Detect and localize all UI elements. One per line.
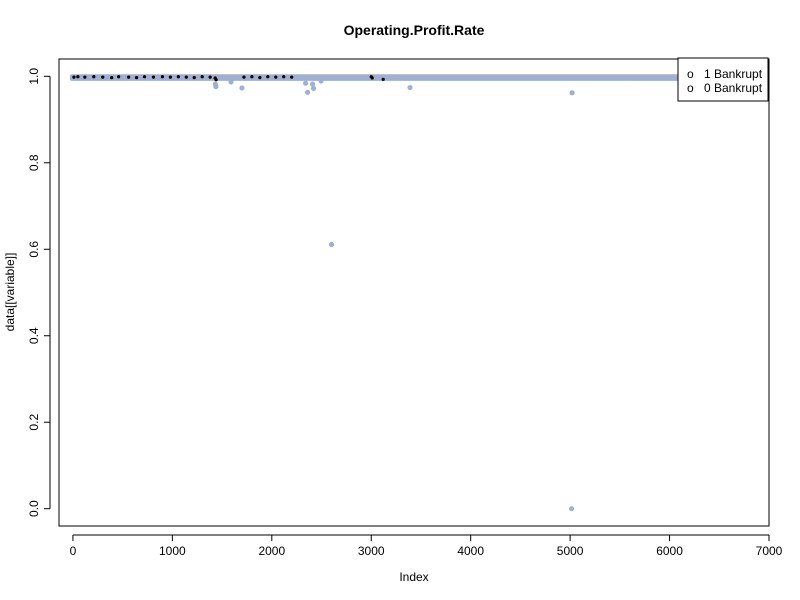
x-axis-label: Index	[399, 570, 428, 584]
data-point-bankrupt-1	[192, 75, 196, 80]
points-layer	[72, 75, 575, 512]
dense-band-layer	[69, 74, 755, 81]
dense-point-band	[69, 74, 755, 81]
data-point-bankrupt-1	[290, 75, 294, 79]
data-point-bankrupt-1	[370, 76, 374, 80]
data-point-bankrupt-1	[76, 75, 80, 79]
x-tick-label: 2000	[258, 544, 285, 558]
y-tick-label: 0.6	[27, 241, 41, 258]
data-point-bankrupt-1	[242, 75, 246, 79]
data-point-bankrupt-1	[101, 75, 105, 79]
data-point-bankrupt-1	[258, 75, 262, 80]
y-axis: 0.0 0.2 0.4 0.6 0.8 1.0	[27, 68, 51, 517]
data-point-bankrupt-0	[310, 85, 317, 92]
legend-label-1: 1 Bankrupt	[704, 67, 763, 81]
data-point-bankrupt-1	[266, 75, 270, 79]
data-point-bankrupt-1	[176, 75, 180, 79]
y-tick-label: 0.0	[27, 500, 41, 517]
x-tick-label: 1000	[159, 544, 186, 558]
data-point-bankrupt-1	[142, 75, 147, 79]
data-point-bankrupt-1	[92, 75, 96, 79]
data-point-bankrupt-0	[228, 79, 234, 85]
data-point-bankrupt-1	[117, 75, 121, 79]
data-point-bankrupt-1	[127, 75, 131, 79]
legend-box	[677, 57, 769, 102]
data-point-bankrupt-0	[318, 78, 324, 84]
data-point-bankrupt-0	[304, 89, 311, 95]
y-tick-label: 0.2	[27, 414, 41, 431]
y-axis-label: data[[variable]]	[3, 253, 17, 332]
data-point-bankrupt-0	[407, 84, 413, 91]
data-point-bankrupt-1	[250, 75, 254, 79]
data-point-bankrupt-1	[134, 75, 139, 80]
y-tick-label: 0.4	[27, 327, 41, 344]
data-point-bankrupt-1	[110, 75, 114, 80]
data-point-bankrupt-1	[208, 75, 212, 79]
data-point-bankrupt-0	[303, 80, 309, 86]
y-tick-label: 0.8	[27, 154, 41, 171]
data-point-bankrupt-1	[214, 78, 218, 82]
data-point-bankrupt-1	[381, 77, 385, 81]
x-tick-label: 4000	[457, 544, 484, 558]
plot-box	[58, 58, 770, 527]
x-tick-label: 5000	[557, 544, 584, 558]
data-point-bankrupt-0	[239, 85, 245, 91]
data-point-bankrupt-1	[168, 75, 172, 79]
x-axis: 0 1000 2000 3000 4000 5000 6000 7000	[70, 534, 783, 558]
data-point-bankrupt-1	[83, 75, 87, 79]
data-point-bankrupt-0	[569, 506, 575, 512]
legend-symbol-0: o	[687, 81, 694, 95]
data-point-bankrupt-0	[213, 84, 219, 90]
data-point-bankrupt-1	[151, 75, 156, 79]
x-tick-label: 6000	[656, 544, 683, 558]
chart-title: Operating.Profit.Rate	[344, 22, 485, 38]
legend-symbol-1: o	[687, 67, 694, 81]
data-point-bankrupt-0	[569, 90, 575, 96]
data-point-bankrupt-0	[309, 81, 316, 87]
data-point-bankrupt-1	[184, 75, 188, 79]
x-tick-label: 7000	[756, 544, 783, 558]
data-point-bankrupt-1	[282, 75, 286, 79]
data-point-bankrupt-1	[274, 75, 278, 79]
legend: o 1 Bankrupt o 0 Bankrupt	[677, 57, 769, 102]
x-tick-label: 3000	[358, 544, 385, 558]
data-point-bankrupt-1	[72, 75, 76, 79]
x-tick-label: 0	[70, 544, 77, 558]
data-point-bankrupt-1	[200, 75, 204, 79]
y-tick-label: 1.0	[27, 68, 41, 85]
data-point-bankrupt-1	[160, 75, 165, 79]
legend-label-0: 0 Bankrupt	[704, 81, 763, 95]
data-point-bankrupt-0	[328, 241, 335, 248]
